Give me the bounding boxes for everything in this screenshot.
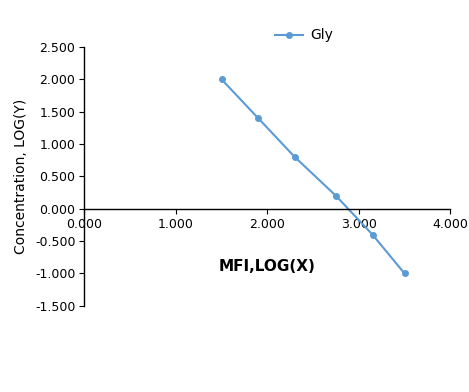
X-axis label: MFI,LOG(X): MFI,LOG(X) <box>219 259 316 274</box>
Gly <box>401 271 407 276</box>
Gly <box>255 116 261 121</box>
Gly <box>333 194 339 198</box>
Y-axis label: Concentration, LOG(Y): Concentration, LOG(Y) <box>14 99 28 254</box>
Gly <box>292 155 297 160</box>
Gly <box>370 232 375 237</box>
Gly <box>219 77 224 82</box>
Line: Gly: Gly <box>219 76 407 276</box>
Legend: Gly: Gly <box>270 23 338 48</box>
